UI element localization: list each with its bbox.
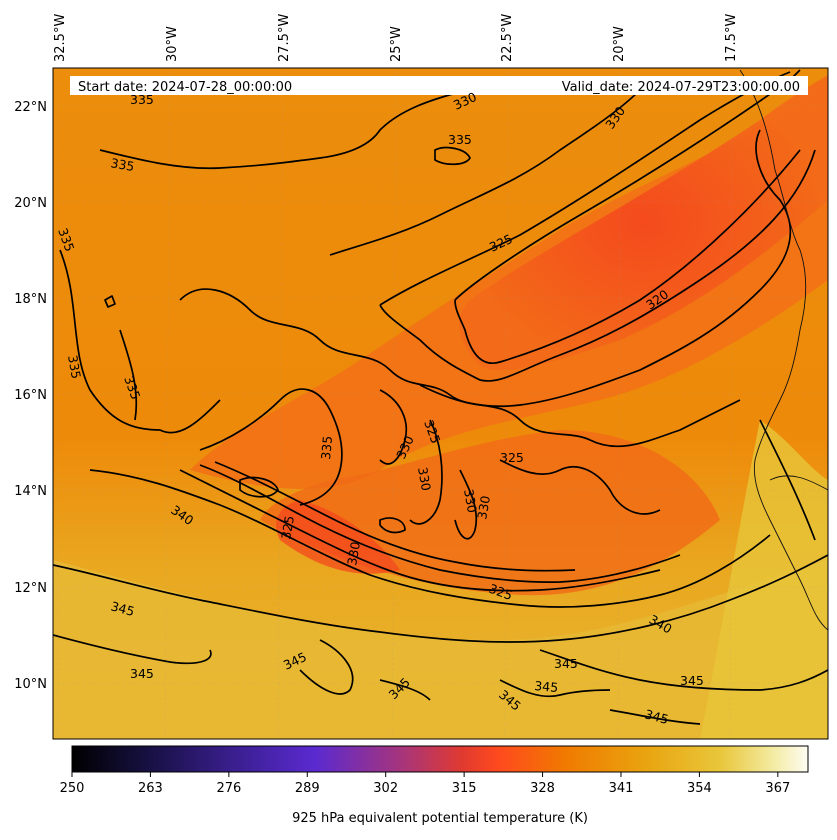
contour-label: 335 [109, 155, 135, 174]
start-date-label: Start date: 2024-07-28_00:00:00 [78, 80, 292, 95]
colorbar-tick-label: 341 [609, 781, 634, 796]
colorbar-tick-label: 354 [687, 781, 712, 796]
colorbar-label: 925 hPa equivalent potential temperature… [292, 811, 588, 826]
lat-label: 20°N [14, 196, 47, 211]
colorbar [71, 745, 809, 773]
contour-340-a [89, 469, 771, 608]
cold-core [459, 75, 828, 371]
contour-335-west-inner [119, 329, 138, 421]
contour-335-south [179, 469, 661, 592]
contour-325-east [499, 459, 661, 515]
border-line [769, 475, 828, 491]
contour-label: 330 [344, 540, 363, 566]
colorbar-tick-label: 263 [138, 781, 163, 796]
contour-330-mid-b [409, 419, 443, 525]
contour-330-mid [179, 288, 741, 448]
gridlines [53, 68, 828, 739]
latitude-axis: 22°N 20°N 18°N 16°N 14°N 12°N 10°N [14, 100, 47, 692]
lon-label: 17.5°W [724, 14, 739, 62]
lon-label: 25°W [389, 26, 404, 62]
contour-label: 345 [643, 706, 670, 727]
contour-label: 345 [554, 656, 578, 671]
coastline [739, 69, 828, 631]
colorbar-tick-label: 315 [452, 781, 477, 796]
lat-label: 14°N [14, 484, 47, 499]
contour-345-e [299, 639, 354, 695]
colorbar-tick-label: 328 [530, 781, 555, 796]
contour-345-b [53, 634, 212, 665]
header-box [70, 76, 808, 95]
contour-330-mid-c [454, 469, 478, 540]
lon-label: 30°W [165, 26, 180, 62]
contour-345-a [53, 554, 828, 643]
contour-blob-2 [434, 146, 471, 166]
contour-label: 330 [415, 466, 434, 492]
colorbar-tick-label: 367 [765, 781, 790, 796]
colorbar-tick-label: 276 [216, 781, 241, 796]
contour-330-north [329, 89, 792, 408]
contour-label: 325 [500, 450, 524, 465]
contour-330-south [199, 464, 681, 583]
colorbar-tick-label: 289 [295, 781, 320, 796]
lat-label: 16°N [14, 388, 47, 403]
contour-325-mid [379, 389, 408, 465]
land-east-area [700, 420, 828, 739]
lat-label: 10°N [14, 677, 47, 692]
contour-345-c [539, 649, 828, 691]
contour-blob-4 [379, 517, 406, 534]
contour-325-south [214, 461, 576, 572]
contour-label: 335 [318, 435, 335, 460]
lon-label: 20°W [612, 26, 627, 62]
lon-label: 22.5°W [500, 14, 515, 62]
lat-label: 18°N [14, 292, 47, 307]
contour-345-d [609, 709, 701, 725]
contour-345-f [379, 679, 431, 701]
colorbar-tick-label: 302 [373, 781, 398, 796]
contour-lines [53, 69, 828, 725]
longitude-axis: 32.5°W 30°W 27.5°W 25°W 22.5°W 20°W 17.5… [53, 14, 739, 62]
contour-335-north [99, 91, 461, 170]
contour-label: 325 [278, 514, 297, 540]
contour-345-g [499, 679, 611, 698]
contour-335-west [59, 249, 221, 434]
lat-label: 22°N [14, 100, 47, 115]
contour-label: 330 [461, 488, 480, 514]
contour-blob-1 [104, 295, 116, 308]
plot-frame [52, 67, 829, 740]
contour-blob-3 [239, 476, 279, 498]
lon-label: 32.5°W [53, 14, 68, 62]
contour-label: 335 [448, 132, 472, 147]
contour-label: 345 [109, 598, 136, 619]
contour-label: 335 [130, 92, 154, 107]
contour-label: 335 [65, 354, 84, 380]
field-layer [53, 68, 828, 739]
contour-label: 345 [130, 666, 154, 681]
contour-label: 330 [474, 494, 493, 520]
lon-label: 27.5°W [277, 14, 292, 62]
lat-label: 12°N [14, 581, 47, 596]
contour-340-east [759, 419, 816, 541]
valid-date-label: Valid_date: 2024-07-29T23:00:00.00 [562, 80, 800, 95]
colorbar-ticks: 250 263 276 289 302 315 328 341 354 367 [60, 772, 790, 796]
colorbar-tick-label: 250 [60, 781, 85, 796]
contour-label: 345 [680, 673, 704, 688]
contour-label: 345 [534, 678, 559, 695]
contour-335-mid [199, 388, 343, 506]
contour-320 [454, 69, 801, 365]
warm-south-band [53, 560, 828, 739]
